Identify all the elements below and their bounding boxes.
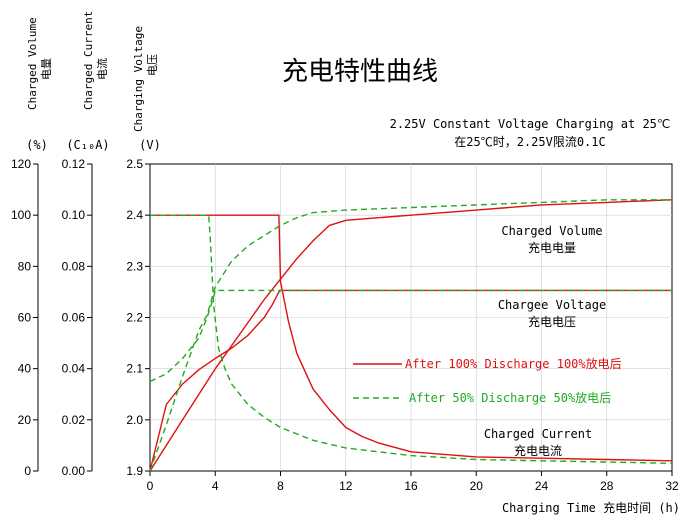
series-current-100pct xyxy=(150,214,673,462)
volume-tick-label: 40 xyxy=(18,362,32,376)
legend-label-50: After 50% Discharge 50%放电后 xyxy=(409,390,611,405)
volume-tick-label: 80 xyxy=(18,259,32,273)
voltage-tick-label: 2.4 xyxy=(126,208,143,222)
x-tick-label: 12 xyxy=(339,479,353,493)
volume-tick-label: 0 xyxy=(24,464,31,478)
x-tick-label: 24 xyxy=(535,479,549,493)
voltage-tick-label: 2.5 xyxy=(126,157,143,171)
current-tick-label: 0.04 xyxy=(62,362,86,376)
series-voltage-100pct xyxy=(149,289,672,472)
annotation-voltage-en: Chargee Voltage xyxy=(498,298,606,312)
current-tick-label: 0.02 xyxy=(62,413,86,427)
voltage-tick-label: 1.9 xyxy=(126,464,143,478)
voltage-axis-title-en: Charging Voltage xyxy=(132,26,145,132)
legend-label-100: After 100% Discharge 100%放电后 xyxy=(405,356,622,371)
series-voltage-50pct xyxy=(149,289,672,383)
current-axis-title-en: Charged Current xyxy=(82,11,95,110)
voltage-axis-title-cn: 电压 xyxy=(146,54,159,76)
current-tick-label: 0.12 xyxy=(62,157,86,171)
voltage-tick-label: 2.0 xyxy=(126,413,143,427)
current-tick-label: 0.06 xyxy=(62,311,86,325)
x-tick-label: 4 xyxy=(212,479,219,493)
volume-axis-title-en: Charged Volume xyxy=(26,17,39,110)
chart-subtitle-cn: 在25℃时，2.25V限流0.1C xyxy=(454,135,605,149)
legend: After 100% Discharge 100%放电后 After 50% D… xyxy=(353,356,622,405)
x-tick-label: 20 xyxy=(470,479,484,493)
chart-subtitle-en: 2.25V Constant Voltage Charging at 25℃ xyxy=(390,117,671,131)
annotation-volume-en: Charged Volume xyxy=(501,224,602,238)
curve-annotations: Charged Volume 充电电量 Chargee Voltage 充电电压… xyxy=(484,224,606,458)
current-unit: (C₁₀A) xyxy=(66,138,109,152)
volume-axis-title: Charged Volume 电量 xyxy=(26,17,53,110)
voltage-unit: (V) xyxy=(139,138,161,152)
chart-title: 充电特性曲线 xyxy=(282,57,438,87)
volume-tick-label: 20 xyxy=(18,413,32,427)
volume-tick-label: 120 xyxy=(11,157,31,171)
volume-unit: (%) xyxy=(26,138,48,152)
voltage-axis-title: Charging Voltage 电压 xyxy=(132,26,159,132)
current-tick-label: 0.10 xyxy=(62,208,86,222)
volume-tick-label: 60 xyxy=(18,311,32,325)
x-axis-label: Charging Time 充电时间 (h) xyxy=(502,500,680,515)
series-volume-50pct xyxy=(149,199,672,472)
volume-axis-title-cn: 电量 xyxy=(40,58,53,80)
x-tick-label: 8 xyxy=(277,479,284,493)
voltage-tick-label: 2.3 xyxy=(126,259,143,273)
annotation-current-en: Charged Current xyxy=(484,427,592,441)
annotation-volume-cn: 充电电量 xyxy=(528,240,576,255)
x-tick-label: 0 xyxy=(147,479,154,493)
annotation-voltage-cn: 充电电压 xyxy=(528,314,576,329)
series-volume-100pct xyxy=(149,199,673,472)
x-tick-label: 28 xyxy=(600,479,614,493)
x-tick-label: 32 xyxy=(665,479,679,493)
x-tick-label: 16 xyxy=(404,479,418,493)
series-layer xyxy=(149,199,673,472)
annotation-current-cn: 充电电流 xyxy=(514,443,562,458)
axis-ticks: 0 4 8 12 16 20 24 28 32 0 20 40 60 80 100 120 0.00 0.02 0.… xyxy=(11,157,679,493)
voltage-tick-label: 2.1 xyxy=(126,362,143,376)
current-axis-title: Charged Current 电流 xyxy=(82,11,109,110)
volume-tick-label: 100 xyxy=(11,208,31,222)
voltage-tick-label: 2.2 xyxy=(126,311,143,325)
current-axis-title-cn: 电流 xyxy=(95,58,109,80)
current-tick-label: 0.08 xyxy=(62,259,86,273)
current-tick-label: 0.00 xyxy=(62,464,86,478)
